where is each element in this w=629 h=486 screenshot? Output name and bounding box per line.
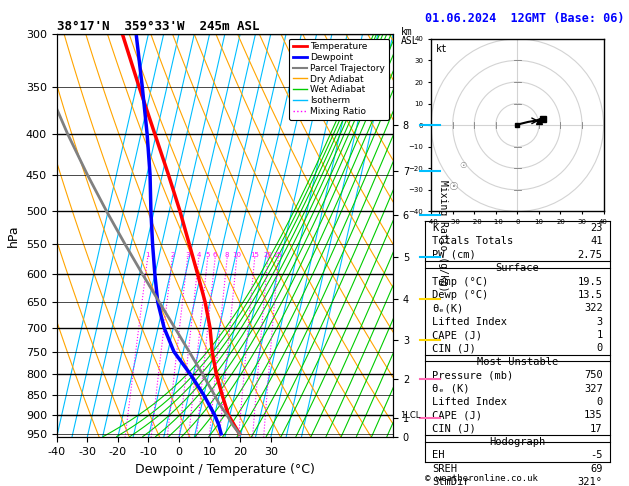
Text: K: K (432, 223, 438, 233)
Text: CAPE (J): CAPE (J) (432, 330, 482, 340)
Text: Hodograph: Hodograph (489, 437, 545, 447)
Legend: Temperature, Dewpoint, Parcel Trajectory, Dry Adiabat, Wet Adiabat, Isotherm, Mi: Temperature, Dewpoint, Parcel Trajectory… (289, 38, 389, 120)
Text: 750: 750 (584, 370, 603, 380)
Text: 01.06.2024  12GMT (Base: 06): 01.06.2024 12GMT (Base: 06) (425, 12, 624, 25)
Text: Surface: Surface (496, 263, 539, 273)
Text: 3: 3 (186, 252, 190, 258)
Text: 327: 327 (584, 383, 603, 394)
Text: -5: -5 (590, 451, 603, 460)
Text: Lifted Index: Lifted Index (432, 397, 507, 407)
Text: © weatheronline.co.uk: © weatheronline.co.uk (425, 474, 537, 483)
Text: 41: 41 (590, 237, 603, 246)
Text: EH: EH (432, 451, 445, 460)
Text: 20: 20 (264, 252, 272, 258)
Text: 1: 1 (596, 330, 603, 340)
Text: kt: kt (437, 44, 448, 54)
Text: 2.75: 2.75 (577, 250, 603, 260)
Text: 135: 135 (584, 410, 603, 420)
Text: 13.5: 13.5 (577, 290, 603, 300)
Text: 25: 25 (274, 252, 282, 258)
Text: Lifted Index: Lifted Index (432, 317, 507, 327)
Text: 321°: 321° (577, 477, 603, 486)
Text: StmDir: StmDir (432, 477, 469, 486)
Text: ☉: ☉ (460, 161, 467, 170)
Text: 10: 10 (232, 252, 242, 258)
Text: 0: 0 (596, 397, 603, 407)
Text: 38°17'N  359°33'W  245m ASL: 38°17'N 359°33'W 245m ASL (57, 20, 259, 33)
X-axis label: Dewpoint / Temperature (°C): Dewpoint / Temperature (°C) (135, 463, 314, 476)
Text: Pressure (mb): Pressure (mb) (432, 370, 513, 380)
Text: 6: 6 (213, 252, 218, 258)
Text: Dewp (°C): Dewp (°C) (432, 290, 488, 300)
Text: 1LCL: 1LCL (400, 411, 420, 419)
Text: 5: 5 (206, 252, 210, 258)
Text: 322: 322 (584, 303, 603, 313)
Text: 4: 4 (197, 252, 201, 258)
Text: 23: 23 (590, 223, 603, 233)
Text: 3: 3 (596, 317, 603, 327)
Text: 17: 17 (590, 424, 603, 434)
Text: Temp (°C): Temp (°C) (432, 277, 488, 287)
Text: CIN (J): CIN (J) (432, 424, 476, 434)
Text: CIN (J): CIN (J) (432, 344, 476, 353)
Text: 15: 15 (250, 252, 259, 258)
Text: 8: 8 (225, 252, 230, 258)
Text: SREH: SREH (432, 464, 457, 474)
Text: 0: 0 (596, 344, 603, 353)
Text: 2: 2 (170, 252, 174, 258)
Y-axis label: hPa: hPa (7, 225, 20, 247)
Text: ASL: ASL (401, 36, 418, 47)
Text: Totals Totals: Totals Totals (432, 237, 513, 246)
Text: Most Unstable: Most Unstable (477, 357, 558, 367)
Y-axis label: Mixing Ratio (g/kg): Mixing Ratio (g/kg) (438, 180, 448, 292)
Text: θₑ(K): θₑ(K) (432, 303, 463, 313)
Text: 69: 69 (590, 464, 603, 474)
Text: 1: 1 (145, 252, 150, 258)
Text: km: km (401, 27, 413, 37)
Text: θₑ (K): θₑ (K) (432, 383, 469, 394)
Text: PW (cm): PW (cm) (432, 250, 476, 260)
Text: ☉: ☉ (448, 182, 458, 192)
Text: CAPE (J): CAPE (J) (432, 410, 482, 420)
Text: 19.5: 19.5 (577, 277, 603, 287)
